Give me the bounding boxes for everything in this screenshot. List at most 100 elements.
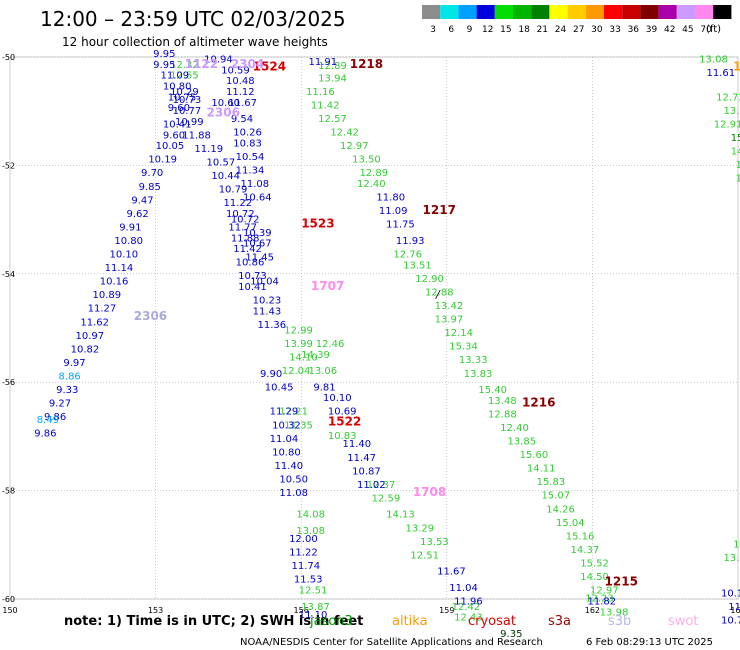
data-points: 12.8913.9411.1611.4212.5712.4212.9713.50… [34,49,740,640]
wave-height-point: 11.91 [308,57,337,68]
wave-height-point: 10.57 [207,157,236,168]
wave-height-point: 15.60 [520,450,549,461]
wave-height-point: 11.22 [289,548,318,559]
legend-swatch [549,5,568,19]
wave-height-point: 13.83 [464,369,493,380]
wave-height-point: 12.42 [330,128,359,139]
wave-height-point: 11.80 [376,193,405,204]
wave-height-point: 13.75 [736,174,740,185]
pass-number-label: 1522 [328,415,361,429]
satellite-label: altika [392,614,428,629]
wave-height-point: 10.75 [168,92,197,103]
wave-height-point: 13.50 [352,155,381,166]
y-tick-label: -52 [2,161,15,170]
wave-height-point: 8.86 [59,371,81,382]
timestamp-text: 6 Feb 08:29:13 UTC 2025 [586,637,713,648]
wave-height-point: 12.21 [279,407,308,418]
y-tick-label: -56 [2,378,15,387]
wave-height-point: 10.54 [236,152,265,163]
wave-height-point: 11.67 [437,567,466,578]
pass-number-label: 1218 [350,57,383,71]
legend-swatch [494,5,513,19]
legend-label: 30 [591,25,603,35]
axis-ticks: 150 153 156 159 162 165 -50 -52 -54 -56 -58 -60 [2,53,740,615]
legend-swatch [676,5,695,19]
wave-height-point: 10.73 [173,95,202,106]
wave-height-point: 9.27 [49,399,71,410]
wave-height-point: 10.05 [156,141,185,152]
wave-height-point: 10.69 [328,407,357,418]
pass-number-label: 1524 [253,60,286,74]
legend-label: 6 [448,25,454,35]
wave-height-point: 12.00 [289,534,318,545]
wave-height-point: 15.40 [478,385,507,396]
wave-height-point: 13.83 [733,540,740,551]
satellite-label: jason3 [309,614,353,629]
wave-height-point: 15.16 [566,531,595,542]
wave-height-point: 10.97 [76,331,105,342]
pass-number-label: 1216 [522,396,555,410]
wave-height-point: 11.08 [241,179,270,190]
wave-height-point: 15.34 [449,342,478,353]
wave-height-point: 12.97 [590,586,619,597]
satellite-label: swot [668,614,698,629]
wave-height-point: 10.04 [250,277,279,288]
wave-height-point: 15.07 [541,491,570,502]
plot-frame [9,56,739,600]
legend-label: 39 [646,25,658,35]
wave-height-point: 12.91 [714,119,740,130]
legend-swatch [513,5,532,19]
wave-height-point: 12.32 [170,60,199,71]
wave-height-point: 13.33 [459,355,488,366]
pass-number-label: 1217 [423,203,456,217]
wave-height-point: 12.14 [444,328,473,339]
wave-height-point: 14.08 [296,510,325,521]
wave-height-point: 11.40 [342,439,371,450]
wave-height-point: 10.80 [272,447,301,458]
legend-swatch [695,5,714,19]
pass-number-label: 2304 [231,57,264,71]
legend-label: 12 [482,25,493,35]
wave-height-point: 14.37 [571,545,600,556]
wave-height-point: 11.42 [233,244,262,255]
x-tick-label: 150 [2,606,17,615]
wave-height-point: 10.16 [721,588,740,599]
y-tick-label: -58 [2,487,15,496]
pass-number-label: 1523 [301,217,334,231]
wave-height-point: 10.80 [163,82,192,93]
legend-swatch [713,5,732,19]
wave-height-point: 11.53 [294,575,323,586]
legend-unit: (ft) [706,24,721,35]
pencil-glyph: / [435,288,441,301]
wave-height-point: 11.22 [224,198,253,209]
wave-height-point: 12.72 [716,92,740,103]
wave-height-point: 13.85 [507,437,536,448]
wave-height-point: 12.55 [170,71,199,82]
wave-height-point: 11.42 [311,100,340,111]
wave-height-point: 11.40 [275,461,304,472]
page-title: 12:00 – 23:59 UTC 02/03/2025 [40,7,346,31]
satellite-label: cryosat [468,614,516,629]
wave-height-point: 10.29 [170,87,199,98]
wave-height-point: 11.36 [258,320,287,331]
wave-height-point: 9.70 [141,168,163,179]
wave-height-point: 11.88 [182,130,211,141]
wave-height-point: 11.45 [245,252,274,263]
legend-swatch [567,5,586,19]
wave-height-point: 13.97 [435,315,464,326]
wave-height-point: 9.86 [34,428,56,439]
wave-height-point: 9.33 [56,385,78,396]
legend-label: 18 [518,25,530,35]
y-tick-label: -54 [2,270,15,279]
wave-height-point: 12.23 [585,594,614,605]
wave-height-point: 12.59 [372,493,401,504]
wave-height-point: 11.12 [226,87,255,98]
pass-number-label: 1941 [733,60,740,74]
wave-height-point: 10.83 [328,431,357,442]
wave-height-point: 10.50 [279,474,308,485]
wave-height-point: 12.90 [415,274,444,285]
wave-height-point: 12.97 [340,141,369,152]
wave-height-point: 10.23 [253,296,282,307]
wave-height-point: 11.43 [253,306,282,317]
